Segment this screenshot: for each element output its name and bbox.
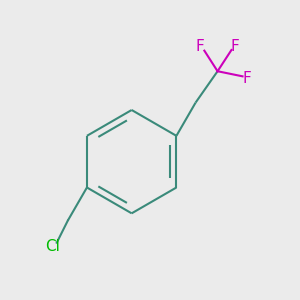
Text: Cl: Cl — [45, 239, 60, 254]
Text: F: F — [242, 71, 251, 86]
Text: F: F — [196, 39, 205, 54]
Text: F: F — [230, 39, 239, 54]
